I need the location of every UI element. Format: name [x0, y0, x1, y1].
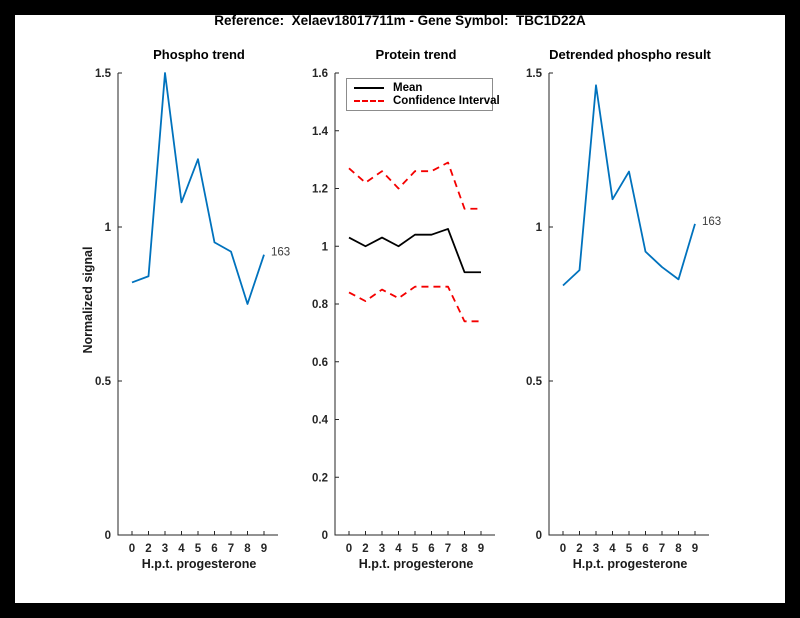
axis-spines [548, 73, 709, 536]
x-tick-label: 6 [428, 543, 434, 555]
subplot-2-x-axis-label: H.p.t. progesterone [358, 557, 474, 571]
y-tick-label: 0 [536, 530, 542, 542]
x-tick-label: 5 [195, 543, 202, 555]
endpoint-annotation: 163 [271, 247, 290, 259]
axis-spines [334, 73, 495, 536]
x-tick-label: 5 [626, 543, 633, 555]
x-tick-label: 7 [445, 543, 451, 555]
series-line-phospho-signal [131, 72, 265, 305]
x-tick-label: 8 [461, 543, 468, 555]
y-tick-label: 1.2 [312, 184, 328, 196]
subplot-2-axes: 00.20.40.60.811.21.41.60 2 3 4 5 6 7 8 9 [312, 68, 495, 555]
subplot-2-title: Protein trend [375, 47, 457, 62]
y-tick-label: 1 [322, 241, 329, 253]
x-tick-label: 7 [659, 543, 665, 555]
x-tick-label: 6 [642, 543, 648, 555]
legend-label-mean: Mean [393, 81, 423, 94]
y-tick-label: 0.4 [312, 415, 329, 427]
x-tick-label: 9 [261, 543, 267, 555]
y-tick-label: 0 [105, 530, 111, 542]
y-tick-label: 0 [322, 530, 328, 542]
x-tick-label: 0 [129, 543, 135, 555]
x-tick-label: 3 [593, 543, 599, 555]
x-tick-label: 0 [560, 543, 566, 555]
figure-title: Reference: Xelaev18017711m - Gene Symbol… [214, 13, 586, 28]
y-tick-label: 1.5 [95, 68, 112, 80]
x-tick-label: 9 [478, 543, 484, 555]
x-tick-label: 6 [211, 543, 217, 555]
y-tick-label: 0.6 [312, 357, 328, 369]
series-line-detrended-phospho [562, 84, 696, 287]
x-tick-label: 8 [244, 543, 251, 555]
y-tick-label: 0.2 [312, 472, 328, 484]
x-tick-label: 9 [692, 543, 698, 555]
mean-line-sample-icon [354, 86, 384, 89]
series-line-ci-upper [348, 161, 481, 210]
y-tick-label: 0.5 [95, 376, 112, 388]
y-tick-label: 1.4 [312, 126, 329, 138]
x-tick-label: 7 [228, 543, 234, 555]
x-tick-label: 2 [145, 543, 151, 555]
y-tick-label: 1.6 [312, 68, 328, 80]
x-tick-label: 8 [675, 543, 682, 555]
y-tick-label: 1.5 [526, 68, 543, 80]
series-line-mean [348, 228, 481, 274]
x-tick-label: 4 [395, 543, 402, 555]
x-tick-label: 3 [162, 543, 168, 555]
x-tick-label: 4 [178, 543, 185, 555]
legend-entry-confidence-interval: Confidence Interval [354, 95, 500, 107]
axis-spines [117, 73, 278, 536]
confidence-interval-line-sample-icon [354, 100, 384, 103]
figure-background [15, 15, 785, 603]
subplot-3-title: Detrended phospho result [549, 47, 711, 62]
legend: Mean Confidence Interval [346, 78, 500, 111]
x-tick-label: 0 [346, 543, 352, 555]
y-tick-label: 0.8 [312, 299, 329, 311]
x-tick-label: 5 [412, 543, 419, 555]
legend-label-confidence-interval: Confidence Interval [393, 95, 500, 108]
x-tick-label: 2 [362, 543, 368, 555]
x-tick-label: 3 [379, 543, 385, 555]
series-line-ci-lower [348, 285, 481, 323]
y-tick-label: 1 [105, 222, 112, 234]
x-tick-label: 4 [609, 543, 616, 555]
subplot-1-x-axis-label: H.p.t. progesterone [141, 557, 257, 571]
y-tick-label: 1 [536, 222, 543, 234]
x-tick-label: 2 [576, 543, 582, 555]
endpoint-annotation: 163 [702, 216, 721, 228]
subplot-3-x-axis-label: H.p.t. progesterone [572, 557, 688, 571]
y-tick-label: 0.5 [526, 376, 543, 388]
subplot-1-title: Phospho trend [153, 47, 245, 62]
legend-entry-mean: Mean [354, 82, 492, 94]
